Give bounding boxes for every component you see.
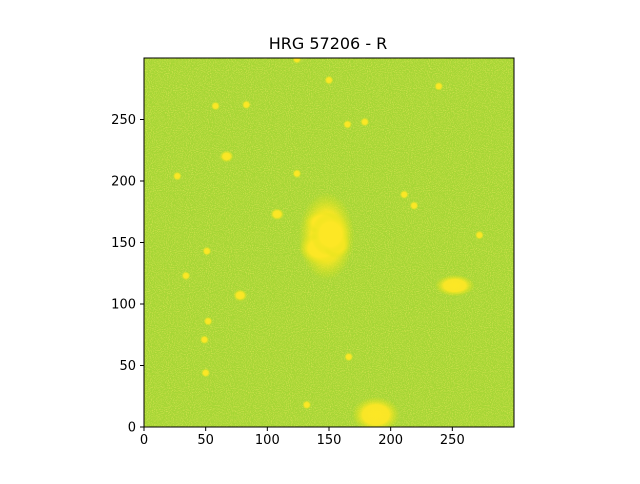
y-tick-label: 100 xyxy=(111,298,136,313)
y-axis: 0 50 100 150 200 250 xyxy=(111,113,144,436)
source-mark xyxy=(344,352,354,362)
source-mark xyxy=(302,400,312,410)
source-mark-lobe xyxy=(310,212,351,257)
source-mark xyxy=(399,190,409,200)
source-mark xyxy=(219,150,234,163)
x-tick-label: 250 xyxy=(440,433,465,448)
x-tick-label: 200 xyxy=(378,433,403,448)
source-mark xyxy=(434,274,475,297)
x-tick-label: 100 xyxy=(255,433,280,448)
y-tick-label: 150 xyxy=(111,236,136,251)
source-mark xyxy=(292,169,302,179)
source-mark xyxy=(233,289,248,302)
source-mark xyxy=(409,201,419,211)
source-mark xyxy=(360,117,370,127)
y-tick-label: 50 xyxy=(119,359,136,374)
source-mark xyxy=(211,101,221,111)
plot-area xyxy=(144,58,514,427)
source-mark xyxy=(241,100,251,110)
source-mark xyxy=(172,171,182,181)
y-tick-label: 0 xyxy=(128,421,136,436)
source-mark xyxy=(343,119,352,129)
x-tick-label: 50 xyxy=(197,433,214,448)
source-mark xyxy=(203,316,213,326)
source-mark xyxy=(202,246,212,256)
x-axis: 0 50 100 150 200 250 xyxy=(140,427,465,448)
source-mark xyxy=(474,230,484,240)
y-tick-label: 250 xyxy=(111,113,136,128)
x-tick-label: 0 xyxy=(140,433,148,448)
source-mark xyxy=(324,75,334,85)
source-mark xyxy=(270,208,285,221)
source-mark xyxy=(181,271,191,281)
source-mark xyxy=(434,81,444,91)
x-tick-label: 150 xyxy=(317,433,342,448)
y-tick-label: 200 xyxy=(111,175,136,190)
sources-layer xyxy=(172,58,484,427)
source-mark xyxy=(292,58,302,64)
source-mark xyxy=(351,396,400,427)
chart-title: HRG 57206 - R xyxy=(269,34,388,53)
source-mark xyxy=(201,368,211,378)
source-mark xyxy=(199,335,209,345)
